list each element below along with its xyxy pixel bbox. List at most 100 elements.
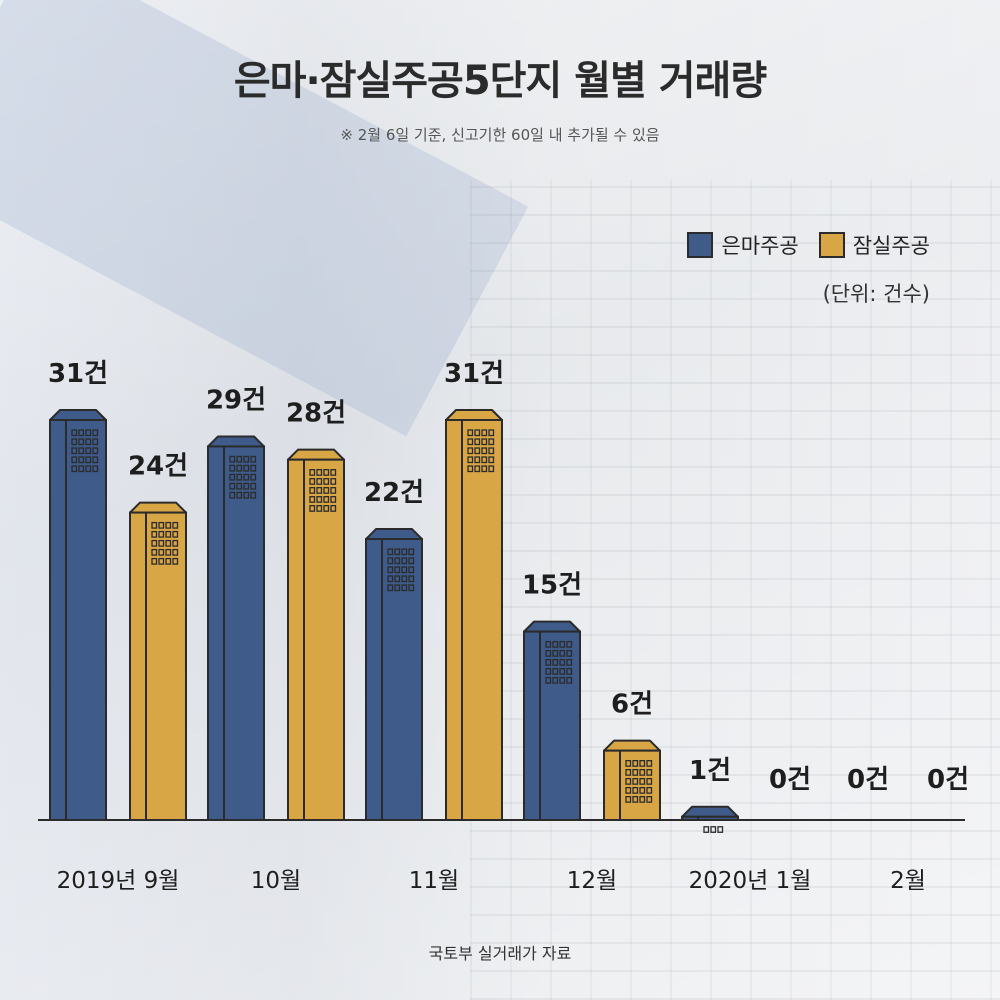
bar-window [236, 491, 243, 499]
bar-body [603, 749, 661, 821]
bar-roof [445, 409, 503, 421]
bar-window [236, 455, 243, 463]
bar-window [85, 429, 92, 437]
bar-window [646, 777, 653, 785]
category-label: 10월 [251, 868, 301, 894]
bar-window [250, 473, 257, 481]
bar-window [158, 539, 165, 547]
bar-window [625, 777, 632, 785]
bar-window [387, 584, 394, 592]
bar-window [566, 667, 573, 675]
data-label: 29건 [206, 385, 266, 415]
bar-window [646, 759, 653, 767]
bar-window [545, 658, 552, 666]
bar-window [78, 465, 85, 473]
bar-window [625, 795, 632, 803]
bar-window [250, 491, 257, 499]
bar-window [316, 487, 323, 494]
bar-body [287, 458, 345, 821]
bar-window [545, 640, 552, 648]
bar-window [481, 447, 488, 455]
bar-window [71, 438, 78, 446]
bar-window [236, 464, 243, 472]
bar-jamsil-1 [287, 448, 345, 821]
bar-window [330, 496, 337, 503]
bar-window [330, 469, 337, 476]
bar-window [71, 456, 78, 464]
bar-window [625, 759, 632, 767]
bar-body [365, 538, 423, 822]
bar-window [488, 465, 495, 473]
bar-window [545, 649, 552, 657]
bar-window [71, 429, 78, 437]
bar-window [481, 438, 488, 446]
bar-window [552, 649, 559, 657]
bar-window [632, 795, 639, 803]
bar-window [559, 640, 566, 648]
legend-item-eunma: 은마주공 [687, 230, 799, 260]
bar-window [243, 482, 250, 490]
bar-window [309, 505, 316, 512]
bar-window [387, 566, 394, 574]
bar-window [316, 469, 323, 476]
bar-window [250, 455, 257, 463]
category-label: 2019년 9월 [57, 868, 180, 894]
bar-window [158, 521, 165, 529]
bar-window [151, 539, 158, 547]
bar-window [151, 557, 158, 565]
bar-window [92, 438, 99, 446]
bar-window [172, 521, 179, 529]
bar-window [559, 649, 566, 657]
bar-window [172, 539, 179, 547]
bar-window [467, 465, 474, 473]
bar-window [165, 557, 172, 565]
bar-window [165, 548, 172, 556]
bar-window [408, 575, 415, 583]
bar-window [394, 548, 401, 556]
bar-window [323, 478, 330, 485]
source-note: 국토부 실거래가 자료 [428, 944, 572, 963]
bar-window [92, 465, 99, 473]
data-label: 28건 [286, 399, 346, 429]
bar-window [545, 667, 552, 675]
bar-window [401, 557, 408, 565]
bar-window [229, 473, 236, 481]
bar-window [481, 429, 488, 437]
bar-window [172, 548, 179, 556]
bar-window [165, 521, 172, 529]
bar-jamsil-0 [129, 501, 187, 821]
bar-window [401, 548, 408, 556]
bar-window [387, 557, 394, 565]
bar-window [387, 575, 394, 583]
bar-window [229, 491, 236, 499]
bar-window [467, 456, 474, 464]
bar-window [401, 575, 408, 583]
bar-roof [681, 805, 739, 818]
bar-jamsil-3 [603, 739, 661, 821]
bar-window [639, 759, 646, 767]
bar-window [488, 447, 495, 455]
bar-window [85, 465, 92, 473]
bar-window [566, 658, 573, 666]
bar-eunma-1 [207, 435, 265, 821]
data-label: 24건 [128, 452, 188, 482]
bar-window [401, 584, 408, 592]
bar-window [323, 469, 330, 476]
legend-label-jamsil: 잠실주공 [852, 234, 930, 258]
bar-window [243, 455, 250, 463]
bar-window [474, 456, 481, 464]
bar-window [78, 429, 85, 437]
bar-body [207, 445, 265, 821]
bar-roof [523, 620, 581, 633]
bar-roof [287, 448, 345, 461]
bar-window [316, 478, 323, 485]
bar-window [703, 826, 710, 833]
bar-window [92, 429, 99, 437]
data-label: 0건 [847, 765, 889, 795]
bar-window [632, 759, 639, 767]
bar-window [474, 429, 481, 437]
data-label: 1건 [689, 756, 731, 786]
bar-eunma-3 [523, 620, 581, 822]
bar-window [559, 676, 566, 684]
